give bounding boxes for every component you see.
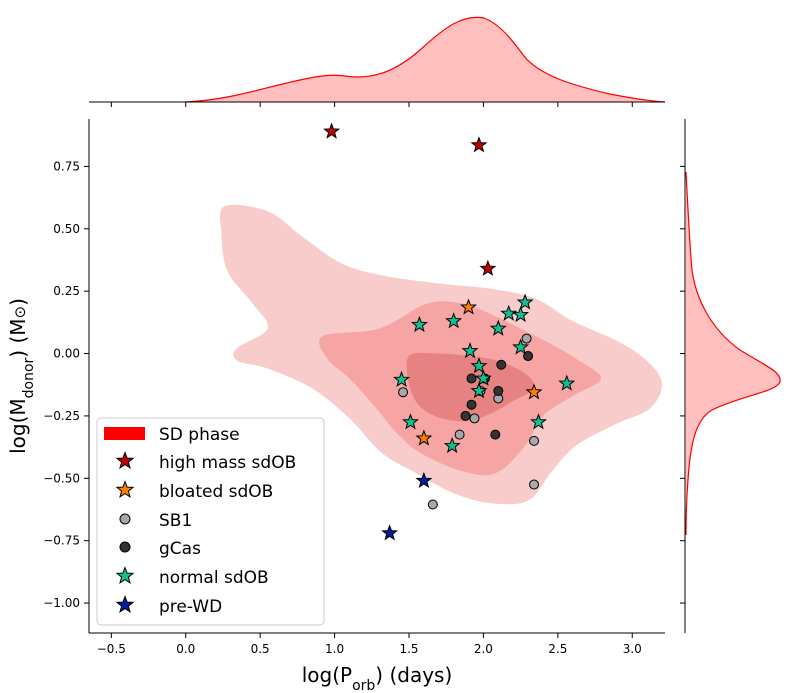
legend-label-pre-wd: pre-WD [159,597,222,617]
y-tick-label: 0.50 [53,222,80,236]
point-gcas [460,410,471,421]
point-normal-sdob [461,342,479,359]
legend-marker-normal-sdob [115,566,135,585]
point-sb1 [469,413,480,424]
right-marginal-density [680,119,781,633]
point-normal-sdob [516,293,534,310]
point-sb1 [529,479,540,490]
point-bloated-sdob [460,298,478,315]
point-normal-sdob [474,369,492,386]
y-tick-label: 0.00 [53,347,80,361]
y-tick-label: 0.75 [53,159,80,173]
legend-label-sd-phase: SD phase [159,425,240,445]
legend-marker-sb1 [119,513,131,525]
legend-frame [96,417,325,626]
point-gcas [490,429,501,440]
y-axis-label: log(Mdonor) (M⊙) [6,298,37,454]
legend-patch-sd-phase [104,427,145,440]
legend-marker-high-mass-sdob [115,451,135,470]
point-gcas [493,385,504,396]
y-tick-label: −0.50 [43,471,80,485]
x-tick-label: 1.0 [325,642,344,656]
point-gcas [466,373,477,384]
x-axis-label: log(Porb) (days) [302,663,453,693]
point-sb1 [454,429,465,440]
right-kde-line [685,171,781,536]
x-tick-label: 1.5 [399,642,418,656]
legend: SD phase high mass sdOB bloated sdOB SB1 gC… [96,417,325,626]
point-normal-sdob [393,370,411,387]
point-gcas [523,351,534,362]
point-sb1 [398,387,409,398]
y-tick-label: −0.25 [43,409,80,423]
point-normal-sdob [445,312,463,329]
y-tick-label: 0.25 [53,284,80,298]
point-normal-sdob [512,305,530,323]
right-marginal-ticks [680,165,685,604]
point-bloated-sdob [525,383,543,400]
top-kde-fill [185,17,665,102]
legend-label-high-mass-sdob: high mass sdOB [159,453,296,473]
x-tick-label: 0.5 [251,642,270,656]
legend-marker-bloated-sdob [115,480,135,499]
point-normal-sdob [470,357,488,374]
y-axis-ticks: 0.75 0.50 0.25 0.00 −0.25 −0.50 −0.75 −1.00 [43,159,89,610]
point-normal-sdob [443,436,461,454]
x-tick-label: 3.0 [623,642,642,656]
x-tick-label: 2.0 [474,642,493,656]
point-normal-sdob [512,338,530,355]
legend-label-bloated-sdob: bloated sdOB [159,482,273,502]
point-sb1 [427,499,438,510]
point-normal-sdob [500,304,518,321]
point-normal-sdob [530,413,547,430]
legend-label-normal-sdob: normal sdOB [159,568,269,588]
point-sb1 [529,435,540,446]
x-tick-label: 0.0 [176,642,195,656]
y-tick-label: −0.75 [43,534,80,548]
density-contours [219,204,663,505]
point-normal-sdob [558,374,576,391]
legend-label-sb1: SB1 [159,511,192,531]
point-normal-sdob [470,382,488,399]
point-pre-wd [381,524,399,541]
point-high-mass-sdob [470,136,488,153]
scatter-points [323,122,576,541]
legend-marker-gcas [119,541,131,553]
point-high-mass-sdob [479,259,497,276]
point-sb1 [521,333,532,344]
point-normal-sdob [410,315,428,333]
top-marginal-ticks [110,102,633,107]
main-plot: −0.5 0.0 0.5 1.0 1.5 2.0 2.5 3.0 0.750.500.250.… [43,119,665,656]
legend-label-gcas: gCas [159,539,201,559]
point-normal-sdob [402,413,419,430]
top-kde-line [184,16,666,103]
y-tick-label: −1.00 [43,596,80,610]
point-normal-sdob [489,319,507,336]
top-marginal-density [89,16,666,107]
x-tick-label: −0.5 [97,642,126,656]
x-axis-ticks: −0.5 0.0 0.5 1.0 1.5 2.0 2.5 3.0 [97,633,642,656]
legend-marker-pre-wd [115,595,135,614]
kde-contour-inner [406,352,535,422]
legend-items: high mass sdOB bloated sdOB SB1 gCas normal … [115,451,296,617]
point-pre-wd [415,471,433,489]
x-tick-label: 2.5 [548,642,567,656]
point-bloated-sdob [415,429,433,446]
point-gcas [466,399,477,410]
point-high-mass-sdob [323,122,341,139]
point-gcas [496,359,507,370]
right-kde-fill [686,172,781,535]
